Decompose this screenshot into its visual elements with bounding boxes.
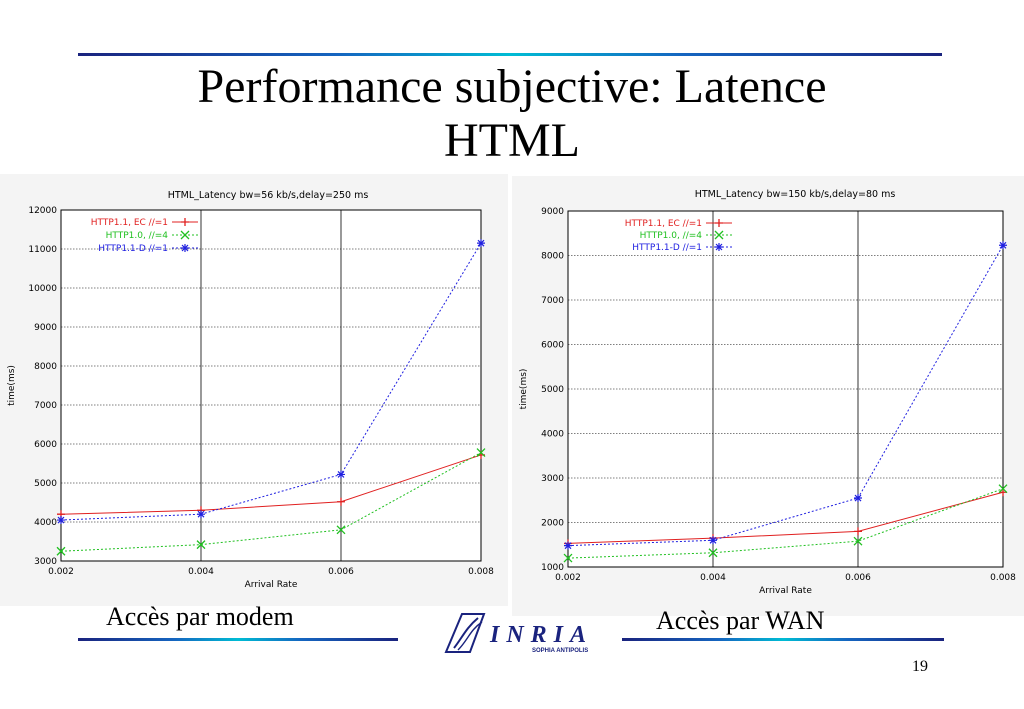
inria-logo-text: INRIA bbox=[489, 622, 593, 648]
y-tick-label: 6000 bbox=[541, 341, 564, 351]
legend-marker bbox=[180, 230, 190, 240]
legend-label: HTTP1.1-D //=1 bbox=[98, 244, 168, 254]
y-tick-label: 5000 bbox=[541, 385, 564, 395]
data-point bbox=[477, 239, 485, 248]
slide-title-line1: Performance subjective: Latence bbox=[197, 60, 827, 113]
y-tick-label: 9000 bbox=[34, 323, 57, 333]
chart-wan: 1000 2000 3000 4000 5000 6000 7000 8000 9000 0.00… bbox=[512, 176, 1024, 616]
y-axis-label: time(ms) bbox=[519, 369, 529, 410]
inria-logo: INRIA SOPHIA ANTIPOLIS bbox=[440, 608, 600, 656]
data-point bbox=[197, 510, 205, 519]
series-line bbox=[567, 488, 1004, 559]
inria-logo-graphic: INRIA SOPHIA ANTIPOLIS bbox=[444, 613, 593, 654]
data-point bbox=[196, 540, 206, 550]
series-line bbox=[60, 452, 482, 552]
y-tick-label: 4000 bbox=[541, 430, 564, 440]
legend-label: HTTP1.1, EC //=1 bbox=[625, 219, 702, 229]
y-tick-label: 9000 bbox=[541, 207, 564, 217]
page-number: 19 bbox=[912, 658, 928, 675]
x-tick-label: 0.008 bbox=[990, 573, 1016, 583]
x-tick-label: 0.006 bbox=[845, 573, 871, 583]
data-point bbox=[57, 516, 65, 525]
y-axis-label: time(ms) bbox=[7, 365, 17, 406]
y-tick-label: 12000 bbox=[28, 206, 57, 216]
chart-modem: 3000 4000 5000 6000 7000 8000 9000 10000 11000 12… bbox=[0, 174, 508, 606]
data-point bbox=[854, 494, 862, 503]
data-point bbox=[564, 541, 572, 550]
x-tick-label: 0.004 bbox=[700, 573, 726, 583]
y-tick-label: 7000 bbox=[34, 401, 57, 411]
legend-label: HTTP1.0, //=4 bbox=[640, 231, 703, 241]
y-tick-label: 2000 bbox=[541, 519, 564, 529]
x-tick-label: 0.004 bbox=[188, 567, 214, 577]
inria-logo-mark-icon bbox=[444, 613, 486, 653]
data-point bbox=[337, 470, 345, 479]
chart-wan-svg: 1000 2000 3000 4000 5000 6000 7000 8000 9000 0.00… bbox=[519, 189, 1016, 596]
y-tick-label: 11000 bbox=[28, 245, 57, 255]
legend-marker bbox=[715, 219, 723, 227]
legend-marker bbox=[715, 243, 723, 251]
series-line bbox=[60, 242, 482, 521]
legend-label: HTTP1.0, //=4 bbox=[106, 231, 169, 241]
data-point bbox=[854, 527, 862, 536]
x-tick-label: 0.006 bbox=[328, 567, 354, 577]
y-tick-label: 3000 bbox=[34, 557, 57, 567]
x-tick-label: 0.008 bbox=[468, 567, 494, 577]
y-tick-label: 3000 bbox=[541, 474, 564, 484]
series-line bbox=[60, 454, 482, 515]
data-point bbox=[476, 448, 486, 458]
data-point bbox=[563, 553, 573, 563]
y-tick-label: 5000 bbox=[34, 479, 57, 489]
legend-label: HTTP1.1, EC //=1 bbox=[91, 218, 168, 228]
chart-title: HTML_Latency bw=150 kb/s,delay=80 ms bbox=[695, 189, 896, 200]
chart-modem-svg: 3000 4000 5000 6000 7000 8000 9000 10000 11000 12… bbox=[7, 190, 494, 590]
data-point bbox=[56, 546, 66, 556]
data-point bbox=[337, 497, 345, 506]
x-axis-label: Arrival Rate bbox=[759, 586, 812, 596]
x-axis-label: Arrival Rate bbox=[245, 580, 298, 590]
data-point bbox=[709, 536, 717, 545]
y-tick-label: 8000 bbox=[34, 362, 57, 372]
y-tick-label: 7000 bbox=[541, 296, 564, 306]
data-point bbox=[999, 241, 1007, 250]
plot-area bbox=[60, 209, 482, 562]
legend-marker bbox=[714, 230, 724, 240]
data-point bbox=[336, 525, 346, 535]
slide-title-line2: HTML bbox=[444, 114, 580, 167]
legend-marker bbox=[181, 244, 189, 252]
x-tick-label: 0.002 bbox=[555, 573, 581, 583]
data-point bbox=[853, 536, 863, 546]
legend-label: HTTP1.1-D //=1 bbox=[632, 243, 702, 253]
data-point bbox=[998, 484, 1008, 494]
y-tick-label: 4000 bbox=[34, 518, 57, 528]
y-tick-label: 1000 bbox=[541, 563, 564, 573]
series-line bbox=[567, 491, 1004, 544]
data-point bbox=[708, 548, 718, 558]
x-tick-label: 0.002 bbox=[48, 567, 74, 577]
caption-modem: Accès par modem bbox=[106, 602, 294, 631]
caption-wan: Accès par WAN bbox=[656, 606, 825, 635]
top-rule bbox=[78, 53, 942, 56]
bottom-rule-right bbox=[622, 638, 944, 641]
inria-logo-subtext: SOPHIA ANTIPOLIS bbox=[532, 648, 588, 654]
y-tick-label: 8000 bbox=[541, 252, 564, 262]
series-line bbox=[567, 245, 1004, 547]
y-tick-label: 6000 bbox=[34, 440, 57, 450]
slide-title: Performance subjective: Latence HTML bbox=[0, 60, 1024, 168]
bottom-rule-left bbox=[78, 638, 398, 641]
y-tick-label: 10000 bbox=[28, 284, 57, 294]
legend-marker bbox=[181, 218, 189, 226]
chart-title: HTML_Latency bw=56 kb/s,delay=250 ms bbox=[168, 190, 369, 201]
